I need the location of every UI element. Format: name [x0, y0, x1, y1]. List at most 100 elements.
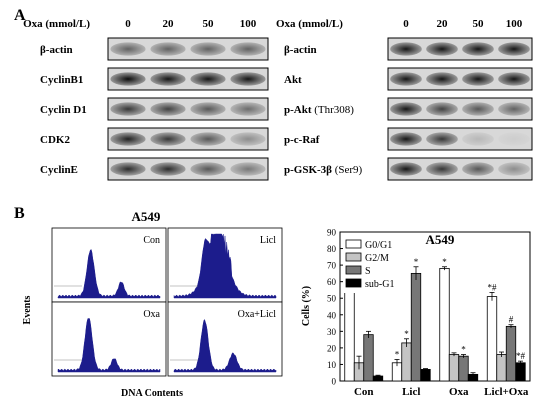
blot-strip — [107, 97, 269, 121]
blot-band — [498, 132, 530, 146]
blot-band — [230, 162, 266, 176]
blot-row-label: CyclinB1 — [40, 74, 83, 86]
y-tick-label: 30 — [327, 327, 337, 337]
blot-band — [230, 132, 266, 146]
blot-strip — [107, 127, 269, 151]
histogram-curve — [57, 318, 161, 373]
dose-header: Oxa (mmol/L) — [23, 18, 90, 30]
x-tick-label: Licl — [402, 386, 420, 398]
blot-strip — [107, 37, 269, 61]
blot-strip — [387, 97, 533, 121]
bar — [439, 268, 450, 382]
bar — [515, 362, 526, 382]
legend-label: sub-G1 — [365, 279, 394, 290]
blot-band — [150, 42, 186, 56]
blot-band — [110, 162, 146, 176]
blot-strip — [387, 157, 533, 181]
y-tick-label: 40 — [327, 310, 337, 320]
blot-band — [150, 72, 186, 86]
y-tick-label: 50 — [327, 294, 337, 304]
blot-row-label: p-c-Raf — [284, 134, 320, 146]
blot-band — [462, 102, 494, 116]
legend-label: S — [365, 266, 371, 277]
protein-name: Akt — [284, 74, 302, 86]
bar — [448, 354, 460, 382]
protein-name: β-actin — [284, 44, 317, 56]
flow-xlabel: DNA Contents — [121, 388, 183, 399]
dose-label: 20 — [163, 18, 175, 30]
y-tick-label: 70 — [327, 261, 337, 271]
bar — [505, 325, 517, 382]
blot-band — [190, 132, 226, 146]
protein-name: CyclinE — [40, 164, 78, 176]
bar — [486, 296, 498, 382]
blot-row-label: β-actin — [284, 44, 317, 56]
chart-title: A549 — [426, 232, 455, 247]
significance-mark: # — [509, 315, 514, 325]
blot-band — [498, 162, 530, 176]
flow-ylabel: Events — [22, 295, 33, 324]
blot-band — [190, 42, 226, 56]
dose-label: 20 — [437, 18, 449, 30]
blot-band — [390, 132, 422, 146]
legend-swatch — [345, 239, 362, 249]
flow-cytometry-histograms: A549 Events DNA Contents Con Licl Oxa Oxa+Licl — [22, 209, 283, 399]
blot-row-label: Cyclin D1 — [40, 104, 87, 116]
blot-strip — [107, 67, 269, 91]
histogram-label: Con — [143, 235, 160, 246]
blot-band — [150, 162, 186, 176]
protein-name: β-actin — [40, 44, 73, 56]
histogram-curve — [57, 249, 161, 299]
y-tick-label: 20 — [327, 343, 337, 353]
bar — [401, 342, 412, 382]
blot-band — [230, 102, 266, 116]
protein-name: CyclinB1 — [40, 74, 83, 86]
blot-band — [190, 102, 226, 116]
blot-row-label: β-actin — [40, 44, 73, 56]
blot-row-label: CDK2 — [40, 134, 70, 146]
blot-band — [390, 162, 422, 176]
blot-band — [110, 132, 146, 146]
panel-b-label: B — [14, 205, 25, 222]
panel-a-label: A — [14, 7, 26, 24]
blot-band — [462, 72, 494, 86]
histogram-label: Licl — [260, 235, 276, 246]
blot-band — [462, 132, 494, 146]
blot-band — [426, 42, 458, 56]
y-axis-label: Cells (%) — [301, 286, 312, 326]
legend-label: G0/G1 — [365, 240, 392, 251]
protein-name: p-Akt — [284, 104, 312, 116]
blot-row-label: CyclinE — [40, 164, 78, 176]
histogram-label: Oxa+Licl — [238, 309, 277, 320]
legend-swatch — [345, 252, 362, 262]
blot-band — [110, 72, 146, 86]
blot-band — [150, 102, 186, 116]
legend-swatch — [345, 278, 362, 288]
protein-name: p-GSK-3β — [284, 164, 332, 176]
significance-mark: *# — [516, 351, 526, 361]
blot-band — [498, 42, 530, 56]
dose-header: Oxa (mmol/L) — [276, 18, 343, 30]
blot-band — [230, 42, 266, 56]
histogram-frame — [167, 301, 283, 377]
blot-band — [426, 162, 458, 176]
y-tick-label: 0 — [332, 377, 337, 387]
y-tick-label: 10 — [327, 360, 337, 370]
bar — [344, 281, 355, 382]
blot-band — [190, 72, 226, 86]
histogram-curve — [173, 318, 277, 373]
blot-band — [150, 132, 186, 146]
western-blot-right: Oxa (mmol/L) 0 20 50 100 β-actin Akt p-Akt (Thr… — [276, 18, 533, 181]
bar — [458, 355, 469, 382]
significance-mark: * — [461, 345, 466, 355]
dose-label: 50 — [473, 18, 485, 30]
blot-band — [230, 72, 266, 86]
dose-label: 100 — [506, 18, 523, 30]
significance-mark: * — [404, 329, 409, 339]
blot-band — [462, 42, 494, 56]
bar — [363, 334, 374, 382]
blot-strip — [387, 67, 533, 91]
x-tick-label: Oxa — [449, 386, 469, 398]
protein-site: (Thr308) — [312, 104, 355, 116]
